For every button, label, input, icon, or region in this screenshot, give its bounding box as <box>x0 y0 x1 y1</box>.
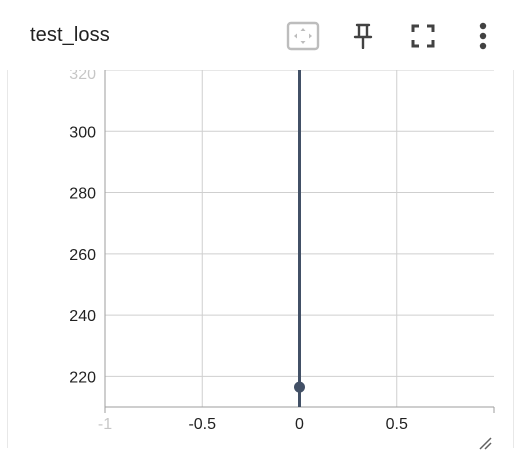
card-border <box>513 70 514 448</box>
card-header: test_loss <box>0 0 520 70</box>
line-chart[interactable]: 220 240 260 280 300 320 -1 -0.5 0 0.5 <box>0 66 520 451</box>
fullscreen-button[interactable] <box>405 18 441 54</box>
pin-button[interactable] <box>345 18 381 54</box>
x-tick-label: 0.5 <box>386 416 408 433</box>
x-tick-label: 0 <box>295 416 304 433</box>
more-vert-icon <box>479 22 487 50</box>
card-border <box>7 70 8 448</box>
fullscreen-icon <box>411 24 435 48</box>
y-tick-label: 320 <box>69 70 96 83</box>
y-tick-label: 300 <box>69 124 96 141</box>
resize-handle-icon[interactable] <box>478 436 492 450</box>
pin-icon <box>353 23 373 49</box>
more-options-button[interactable] <box>465 18 501 54</box>
y-tick-label: 280 <box>69 186 96 203</box>
fit-to-domain-icon <box>286 21 320 51</box>
chart-svg[interactable]: 220 240 260 280 300 320 -1 -0.5 0 0.5 <box>0 66 520 451</box>
y-tick-label: 240 <box>69 308 96 325</box>
fit-domain-button[interactable] <box>285 18 321 54</box>
y-tick-label: 260 <box>69 247 96 264</box>
data-point <box>294 381 305 393</box>
card-title: test_loss <box>30 24 110 46</box>
y-tick-label: 220 <box>69 369 96 386</box>
x-tick-label: -0.5 <box>188 416 216 433</box>
x-tick-label: -1 <box>98 416 112 433</box>
